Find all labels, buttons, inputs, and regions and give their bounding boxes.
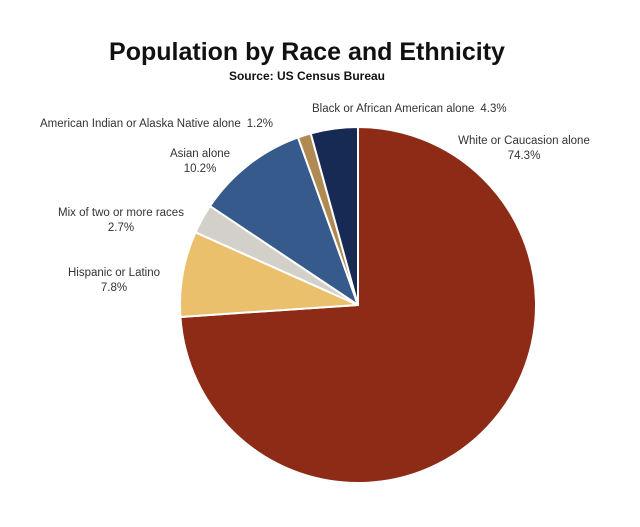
pie-slices [179, 126, 537, 484]
slice-label-american-indian: American Indian or Alaska Native alone 1.… [40, 118, 273, 130]
slice-label-white: White or Caucasion alone 74.3% [458, 135, 590, 162]
slice-label-hispanic: Hispanic or Latino 7.8% [68, 267, 160, 294]
slice-label-asian: Asian alone 10.2% [170, 148, 230, 175]
chart-title: Population by Race and Ethnicity [109, 38, 505, 66]
pie-slice-black [309, 126, 359, 306]
pie-slice-asian [209, 136, 359, 306]
chart-subtitle: Source: US Census Bureau [229, 69, 385, 83]
slice-label-black: Black or African American alone 4.3% [312, 103, 507, 115]
slice-label-mixed: Mix of two or more races 2.7% [58, 207, 184, 234]
